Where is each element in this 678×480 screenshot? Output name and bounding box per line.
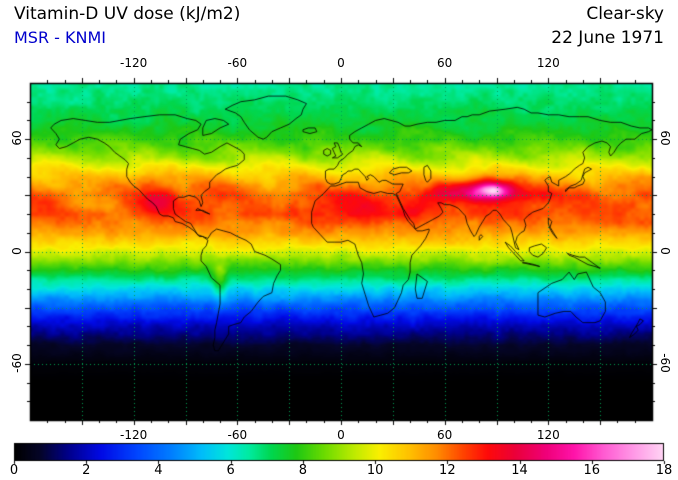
lon-tick-label-top: -120 bbox=[120, 56, 148, 70]
lon-tick-label-bottom: -60 bbox=[227, 428, 248, 442]
lon-tick-label-top: -60 bbox=[227, 56, 248, 70]
lat-tick-label-left: 60 bbox=[10, 130, 24, 146]
colorbar-tick-label: 12 bbox=[439, 463, 456, 478]
date-label: 22 June 1971 bbox=[551, 28, 664, 48]
colorbar-tick-label: 0 bbox=[9, 463, 19, 478]
data-source-label: MSR - KNMI bbox=[14, 28, 107, 47]
colorbar-tick-label: 2 bbox=[82, 463, 91, 478]
lon-tick-label-bottom: 0 bbox=[337, 428, 345, 442]
lat-tick-label-right: -60 bbox=[658, 353, 672, 373]
colorbar-tick-label: 18 bbox=[655, 463, 673, 478]
lon-tick-label-top: 0 bbox=[337, 56, 345, 70]
lat-tick-label-right: 0 bbox=[658, 246, 672, 255]
lat-tick-label-left: -60 bbox=[10, 353, 24, 373]
colorbar-tick-label: 6 bbox=[226, 463, 235, 478]
colorbar-tick-label: 10 bbox=[366, 463, 384, 478]
lon-tick-label-top: 120 bbox=[536, 56, 560, 70]
page-title: Vitamin-D UV dose (kJ/m2) bbox=[14, 4, 241, 24]
colorbar-tick-label: 8 bbox=[298, 463, 308, 478]
header-row-1: Vitamin-D UV dose (kJ/m2) Clear-sky bbox=[14, 4, 664, 24]
lon-tick-label-bottom: 60 bbox=[437, 428, 453, 442]
lon-tick-label-bottom: 120 bbox=[536, 428, 560, 442]
lat-tick-label-right: 60 bbox=[658, 130, 672, 146]
colorbar-tick-label: 4 bbox=[154, 463, 163, 478]
header-row-2: MSR - KNMI 22 June 1971 bbox=[14, 28, 664, 48]
lat-tick-label-left: 0 bbox=[10, 246, 24, 255]
colorbar-tick-label: 14 bbox=[511, 463, 528, 478]
sky-condition-label: Clear-sky bbox=[586, 4, 664, 24]
lon-tick-label-bottom: -120 bbox=[120, 428, 148, 442]
lon-tick-label-top: 60 bbox=[437, 56, 453, 70]
colorbar-tick-label: 16 bbox=[583, 463, 601, 478]
